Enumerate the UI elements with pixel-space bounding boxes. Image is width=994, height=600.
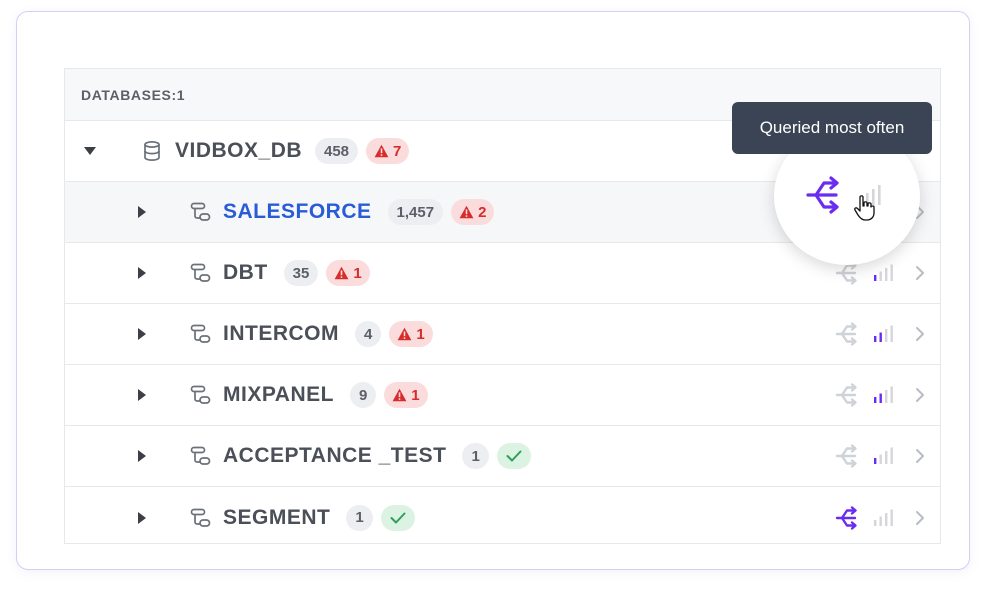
caret-right-icon[interactable]	[135, 388, 149, 402]
database-warning-badge: 7	[366, 138, 410, 164]
caret-right-icon[interactable]	[135, 449, 149, 463]
chevron-right-icon[interactable]	[914, 265, 926, 281]
schema-name[interactable]: DBT	[223, 261, 268, 284]
caret-right-icon[interactable]	[135, 205, 149, 219]
share-icon[interactable]	[834, 321, 860, 347]
schema-name[interactable]: SEGMENT	[223, 505, 331, 529]
schema-warning-count: 1	[411, 386, 420, 404]
schema-warning-badge: 2	[451, 199, 495, 225]
schema-icon	[189, 323, 211, 345]
share-icon[interactable]	[834, 505, 860, 531]
schema-name[interactable]: INTERCOM	[223, 322, 339, 345]
schema-count-badge: 1,457	[387, 199, 444, 225]
database-count-badge: 458	[315, 138, 359, 164]
signal-bars-icon	[874, 264, 893, 281]
schema-row[interactable]: DBT 35 1	[65, 243, 940, 304]
caret-down-icon[interactable]	[83, 144, 97, 158]
schema-warning-count: 2	[478, 203, 487, 221]
schema-warning-count: 1	[353, 264, 362, 282]
schema-ok-badge	[496, 443, 531, 469]
schema-row-actions	[834, 443, 926, 469]
schema-icon	[189, 384, 211, 406]
schema-row-actions	[834, 260, 926, 286]
database-icon	[144, 141, 160, 161]
schema-warning-badge: 1	[384, 382, 428, 408]
schema-icon	[189, 262, 211, 284]
check-icon	[506, 450, 522, 462]
schema-row[interactable]: INTERCOM 4 1	[65, 304, 940, 365]
schema-row-actions	[834, 505, 926, 531]
schema-count-badge: 9	[349, 382, 377, 408]
schema-count-badge: 35	[283, 260, 319, 286]
chevron-right-icon[interactable]	[914, 510, 926, 526]
magnified-popularity-icons	[806, 176, 881, 221]
schema-row-actions	[834, 382, 926, 408]
schema-icon	[189, 445, 211, 467]
share-icon[interactable]	[834, 443, 860, 469]
database-name[interactable]: VIDBOX_DB	[175, 139, 303, 162]
share-icon[interactable]	[834, 260, 860, 286]
chevron-right-icon[interactable]	[914, 326, 926, 342]
database-badges: 458 7	[315, 138, 410, 164]
hand-cursor-icon	[854, 195, 875, 221]
database-warning-count: 7	[393, 142, 402, 160]
caret-right-icon[interactable]	[135, 266, 149, 280]
check-icon	[390, 512, 406, 523]
schema-ok-badge	[380, 504, 415, 531]
schema-row-actions	[834, 321, 926, 347]
caret-right-icon[interactable]	[135, 511, 149, 525]
schema-badges: 35 1	[283, 260, 370, 286]
databases-card: DATABASES:1 VIDBOX_DB 458	[16, 11, 970, 570]
chevron-right-icon[interactable]	[914, 448, 926, 464]
schema-row[interactable]: SEGMENT 1	[65, 487, 940, 548]
caret-right-icon[interactable]	[135, 327, 149, 341]
warning-triangle-icon	[397, 327, 412, 341]
warning-triangle-icon	[374, 144, 389, 158]
schema-count-badge: 1	[346, 504, 373, 531]
warning-triangle-icon	[459, 205, 474, 219]
chevron-right-icon[interactable]	[914, 387, 926, 403]
schema-warning-count: 1	[416, 325, 425, 343]
schema-name[interactable]: MIXPANEL	[223, 383, 334, 406]
schema-icon	[189, 201, 211, 223]
share-icon[interactable]	[834, 382, 860, 408]
database-row[interactable]: VIDBOX_DB 458 7	[65, 121, 940, 182]
schema-badges: 1	[462, 443, 531, 469]
schema-count-badge: 4	[355, 321, 382, 347]
signal-bars-icon	[874, 447, 893, 464]
tooltip: Queried most often	[732, 102, 932, 154]
schema-row[interactable]: ACCEPTANCE _TEST 1	[65, 426, 940, 487]
signal-bars-icon	[874, 386, 893, 403]
schema-badges: 1,457 2	[387, 199, 495, 225]
schema-name[interactable]: SALESFORCE	[223, 200, 372, 223]
schema-warning-badge: 1	[326, 260, 370, 286]
schema-name[interactable]: ACCEPTANCE _TEST	[223, 444, 447, 467]
schema-icon	[189, 507, 211, 529]
schema-count-badge: 1	[462, 443, 489, 469]
databases-header-title: DATABASES:1	[81, 86, 186, 103]
chevron-right-icon[interactable]	[914, 204, 926, 220]
signal-bars-icon	[874, 325, 893, 342]
share-icon	[806, 176, 839, 214]
signal-bars-icon	[874, 509, 893, 526]
schema-row[interactable]: MIXPANEL 9 1	[65, 365, 940, 426]
schema-badges: 1	[346, 504, 415, 531]
warning-triangle-icon	[334, 266, 349, 280]
schema-warning-badge: 1	[389, 321, 433, 347]
warning-triangle-icon	[392, 388, 407, 402]
tooltip-text: Queried most often	[759, 118, 905, 137]
